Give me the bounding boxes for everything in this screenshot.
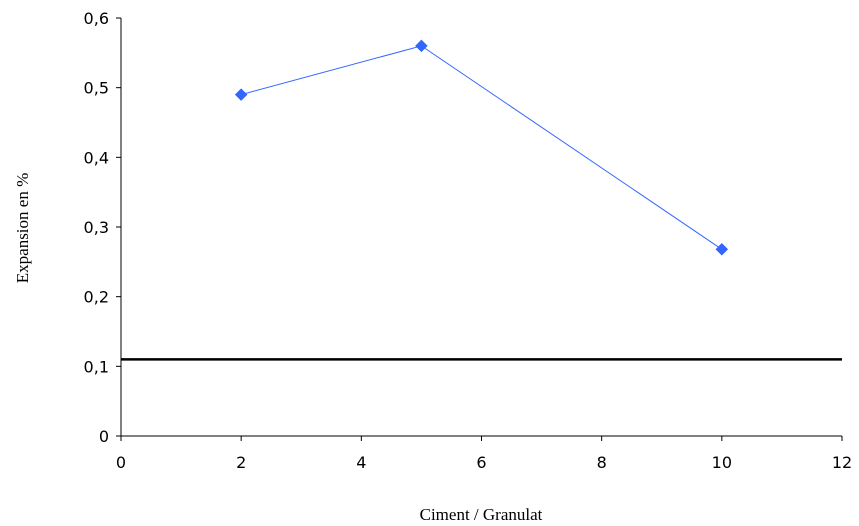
y-tick-label: 0,6 xyxy=(84,9,109,28)
x-tick-label: 6 xyxy=(476,453,486,472)
x-tick-label: 8 xyxy=(597,453,607,472)
series xyxy=(234,39,729,256)
x-tick-label: 4 xyxy=(356,453,366,472)
series-line xyxy=(241,45,723,250)
x-tick-label: 2 xyxy=(236,453,246,472)
x-tick-label: 10 xyxy=(712,453,732,472)
x-axis: 0 2 4 6 8 10 12 xyxy=(116,435,852,472)
y-tick-label: 0,3 xyxy=(84,218,109,237)
data-point-marker xyxy=(415,39,428,53)
x-axis-title: Ciment / Granulat xyxy=(420,505,543,524)
y-axis: 0 0,1 0,2 0,3 0,4 0,5 0,6 xyxy=(84,9,122,446)
y-tick-label: 0,1 xyxy=(84,357,109,376)
y-tick-label: 0,2 xyxy=(84,288,109,307)
data-point-marker xyxy=(715,242,729,256)
x-tick-label: 0 xyxy=(116,453,126,472)
y-tick-label: 0,5 xyxy=(84,79,109,98)
data-point-marker xyxy=(234,88,248,101)
x-tick-label: 12 xyxy=(832,453,852,472)
y-axis-title: Expansion en % xyxy=(13,173,32,283)
y-tick-label: 0,4 xyxy=(84,148,109,167)
y-tick-label: 0 xyxy=(99,427,109,446)
